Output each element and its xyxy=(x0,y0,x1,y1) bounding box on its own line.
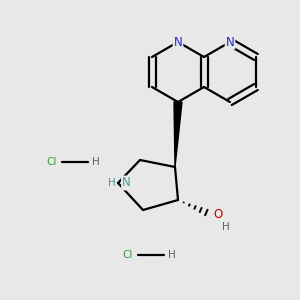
Text: Cl: Cl xyxy=(47,157,57,167)
Text: N: N xyxy=(174,35,182,49)
Text: O: O xyxy=(213,208,223,221)
Text: H: H xyxy=(108,178,116,188)
Text: H: H xyxy=(222,222,230,232)
Polygon shape xyxy=(174,102,182,167)
Text: H: H xyxy=(168,250,176,260)
Text: H: H xyxy=(92,157,100,167)
Text: N: N xyxy=(226,35,234,49)
Text: Cl: Cl xyxy=(123,250,133,260)
Text: N: N xyxy=(122,176,131,190)
